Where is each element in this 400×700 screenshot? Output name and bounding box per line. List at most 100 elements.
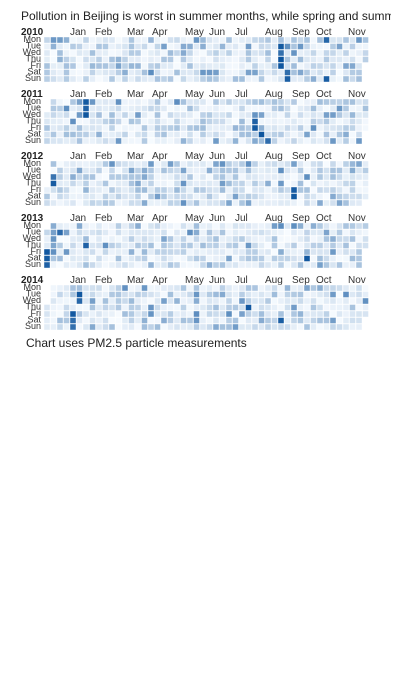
heatmap-cell xyxy=(135,174,141,180)
heatmap-cell xyxy=(161,194,167,200)
heatmap-cell xyxy=(77,292,83,298)
heatmap-cell xyxy=(135,256,141,262)
heatmap-cell xyxy=(70,230,76,236)
heatmap-cell xyxy=(337,70,343,76)
heatmap-cell xyxy=(83,305,89,311)
heatmap-cell xyxy=(265,305,271,311)
heatmap-cell xyxy=(298,44,304,50)
heatmap-cell xyxy=(116,125,122,131)
heatmap-cell xyxy=(213,168,219,174)
heatmap-cell xyxy=(57,99,63,105)
heatmap-cell xyxy=(44,249,50,255)
heatmap-cell xyxy=(64,223,70,229)
heatmap-cell xyxy=(155,249,161,255)
heatmap-cell xyxy=(337,138,343,144)
heatmap-cell xyxy=(239,44,245,50)
heatmap-cell xyxy=(298,57,304,63)
heatmap-cell xyxy=(252,230,258,236)
heatmap-cell xyxy=(285,174,291,180)
heatmap-cell xyxy=(246,200,252,206)
heatmap-cell xyxy=(96,132,102,138)
heatmap-cell xyxy=(51,318,57,324)
heatmap-cell xyxy=(187,138,193,144)
heatmap-cell xyxy=(298,194,304,200)
heatmap-cell xyxy=(324,292,330,298)
heatmap-cell xyxy=(57,181,63,187)
heatmap-cell xyxy=(57,70,63,76)
heatmap-cell xyxy=(135,76,141,82)
heatmap-cell xyxy=(57,223,63,229)
heatmap-cell xyxy=(259,324,265,330)
heatmap-cell xyxy=(311,37,317,43)
heatmap-cell xyxy=(324,125,330,131)
heatmap-cell xyxy=(161,44,167,50)
heatmap-cell xyxy=(291,256,297,262)
heatmap-cell xyxy=(265,200,271,206)
heatmap-cell xyxy=(324,249,330,255)
heatmap-cell xyxy=(337,112,343,118)
heatmap-cell xyxy=(304,292,310,298)
heatmap-cell xyxy=(187,57,193,63)
heatmap-cell xyxy=(96,99,102,105)
heatmap-cell xyxy=(135,305,141,311)
heatmap-cell xyxy=(64,285,70,291)
heatmap-cell xyxy=(142,50,148,56)
heatmap-cell xyxy=(155,125,161,131)
heatmap-cell xyxy=(311,112,317,118)
heatmap-cell xyxy=(233,63,239,69)
heatmap-cell xyxy=(356,187,362,193)
heatmap-cell xyxy=(285,262,291,268)
heatmap-cell xyxy=(70,44,76,50)
heatmap-cell xyxy=(291,285,297,291)
heatmap-cell xyxy=(194,119,200,125)
heatmap-cell xyxy=(259,249,265,255)
heatmap-cell xyxy=(64,161,70,167)
heatmap-cell xyxy=(200,168,206,174)
heatmap-cell xyxy=(155,76,161,82)
heatmap-cell xyxy=(337,44,343,50)
heatmap-cell xyxy=(122,138,128,144)
heatmap-cell xyxy=(148,63,154,69)
heatmap-cell xyxy=(324,119,330,125)
heatmap-cell xyxy=(174,243,180,249)
heatmap-cell xyxy=(116,50,122,56)
heatmap-cell xyxy=(317,132,323,138)
heatmap-cell xyxy=(181,57,187,63)
heatmap-cell xyxy=(226,262,232,268)
heatmap-cell xyxy=(83,292,89,298)
heatmap-cell xyxy=(70,187,76,193)
heatmap-cell xyxy=(337,230,343,236)
heatmap-cell xyxy=(116,324,122,330)
heatmap-cell xyxy=(174,174,180,180)
heatmap-cell xyxy=(265,318,271,324)
heatmap-cell xyxy=(109,50,115,56)
heatmap-cell xyxy=(298,311,304,317)
heatmap-cell xyxy=(220,292,226,298)
heatmap-cell xyxy=(155,112,161,118)
heatmap-cell xyxy=(44,132,50,138)
heatmap-cell xyxy=(213,230,219,236)
heatmap-cell xyxy=(51,236,57,242)
heatmap-cell xyxy=(317,174,323,180)
heatmap-cell xyxy=(356,256,362,262)
heatmap-cell xyxy=(148,99,154,105)
heatmap-cell xyxy=(226,138,232,144)
heatmap-cell xyxy=(252,324,258,330)
month-label-jan: Jan xyxy=(70,27,86,38)
heatmap-cell xyxy=(70,262,76,268)
heatmap-cell xyxy=(70,161,76,167)
heatmap-cell xyxy=(122,106,128,112)
heatmap-cell xyxy=(90,230,96,236)
heatmap-cell xyxy=(246,256,252,262)
heatmap-cell xyxy=(363,106,369,112)
heatmap-cell xyxy=(356,70,362,76)
heatmap-cell xyxy=(51,57,57,63)
heatmap-cell xyxy=(174,70,180,76)
heatmap-cell xyxy=(239,200,245,206)
heatmap-cell xyxy=(350,262,356,268)
heatmap-cell xyxy=(57,262,63,268)
heatmap-cell xyxy=(135,318,141,324)
heatmap-cell xyxy=(239,292,245,298)
heatmap-cell xyxy=(330,256,336,262)
heatmap-cell xyxy=(207,200,213,206)
